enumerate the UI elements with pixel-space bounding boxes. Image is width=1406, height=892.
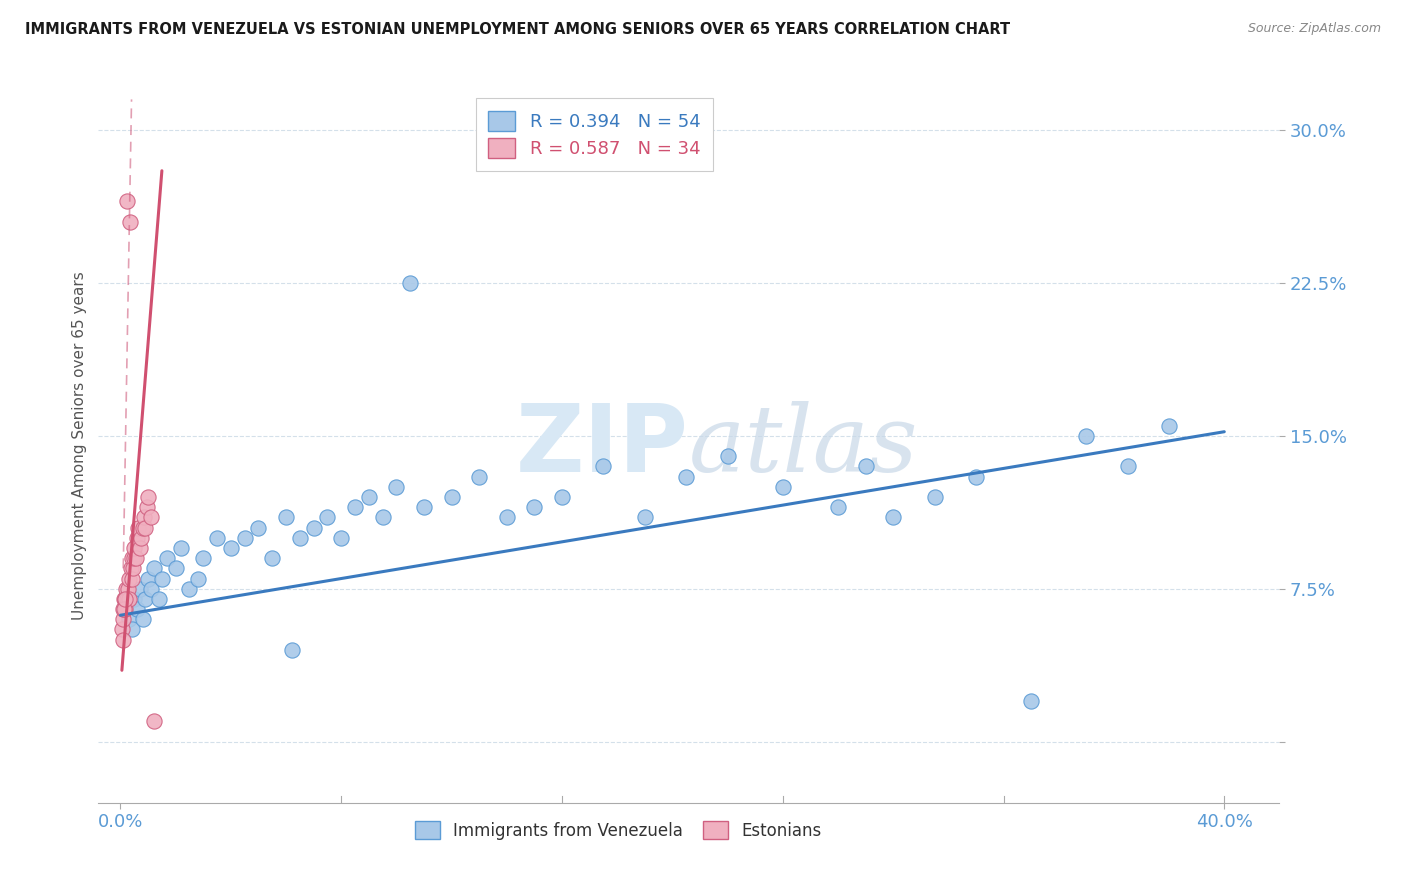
Point	[187, 572, 209, 586]
Point	[385, 480, 408, 494]
Point	[634, 510, 657, 524]
Point	[117, 194, 139, 209]
Point	[120, 561, 142, 575]
Text: atlas: atlas	[689, 401, 918, 491]
Point	[120, 215, 142, 229]
Point	[357, 490, 380, 504]
Point	[316, 510, 339, 524]
Point	[344, 500, 367, 515]
Point	[114, 591, 136, 606]
Point	[855, 459, 877, 474]
Point	[134, 520, 156, 534]
Point	[139, 510, 162, 524]
Point	[136, 572, 159, 586]
Legend: Immigrants from Venezuela, Estonians: Immigrants from Venezuela, Estonians	[406, 813, 830, 848]
Point	[142, 714, 165, 729]
Point	[139, 582, 162, 596]
Point	[1116, 459, 1139, 474]
Point	[121, 551, 143, 566]
Y-axis label: Unemployment Among Seniors over 65 years: Unemployment Among Seniors over 65 years	[72, 272, 87, 620]
Point	[131, 520, 153, 534]
Point	[179, 582, 201, 596]
Point	[114, 591, 136, 606]
Point	[827, 500, 849, 515]
Point	[165, 561, 187, 575]
Point	[112, 602, 135, 616]
Point	[170, 541, 193, 555]
Point	[302, 520, 325, 534]
Point	[399, 276, 422, 290]
Point	[121, 572, 143, 586]
Point	[262, 551, 284, 566]
Point	[117, 582, 139, 596]
Point	[131, 612, 153, 626]
Point	[134, 591, 156, 606]
Point	[882, 510, 904, 524]
Point	[156, 551, 179, 566]
Point	[592, 459, 614, 474]
Point	[274, 510, 297, 524]
Text: IMMIGRANTS FROM VENEZUELA VS ESTONIAN UNEMPLOYMENT AMONG SENIORS OVER 65 YEARS C: IMMIGRANTS FROM VENEZUELA VS ESTONIAN UN…	[25, 22, 1011, 37]
Point	[924, 490, 946, 504]
Point	[772, 480, 794, 494]
Point	[122, 551, 145, 566]
Point	[233, 531, 256, 545]
Point	[128, 582, 150, 596]
Point	[1076, 429, 1098, 443]
Point	[551, 490, 574, 504]
Point	[468, 469, 491, 483]
Point	[115, 582, 138, 596]
Point	[150, 572, 173, 586]
Point	[205, 531, 228, 545]
Point	[523, 500, 546, 515]
Point	[125, 531, 148, 545]
Point	[440, 490, 463, 504]
Text: ZIP: ZIP	[516, 400, 689, 492]
Point	[135, 500, 157, 515]
Point	[118, 612, 141, 626]
Point	[148, 591, 170, 606]
Point	[219, 541, 242, 555]
Point	[114, 602, 136, 616]
Point	[413, 500, 436, 515]
Point	[129, 531, 152, 545]
Point	[118, 591, 141, 606]
Point	[112, 591, 135, 606]
Point	[716, 449, 738, 463]
Point	[965, 469, 987, 483]
Point	[280, 643, 302, 657]
Point	[111, 623, 134, 637]
Point	[111, 632, 134, 647]
Point	[288, 531, 311, 545]
Point	[124, 551, 146, 566]
Point	[118, 572, 141, 586]
Point	[495, 510, 517, 524]
Point	[675, 469, 697, 483]
Point	[128, 541, 150, 555]
Point	[125, 602, 148, 616]
Point	[112, 602, 135, 616]
Point	[127, 520, 149, 534]
Text: Source: ZipAtlas.com: Source: ZipAtlas.com	[1247, 22, 1381, 36]
Point	[1157, 418, 1180, 433]
Point	[132, 510, 155, 524]
Point	[247, 520, 270, 534]
Point	[122, 561, 145, 575]
Point	[1019, 694, 1042, 708]
Point	[371, 510, 394, 524]
Point	[121, 623, 143, 637]
Point	[330, 531, 353, 545]
Point	[124, 591, 146, 606]
Point	[136, 490, 159, 504]
Point	[111, 612, 134, 626]
Point	[142, 561, 165, 575]
Point	[115, 591, 138, 606]
Point	[124, 541, 146, 555]
Point	[193, 551, 215, 566]
